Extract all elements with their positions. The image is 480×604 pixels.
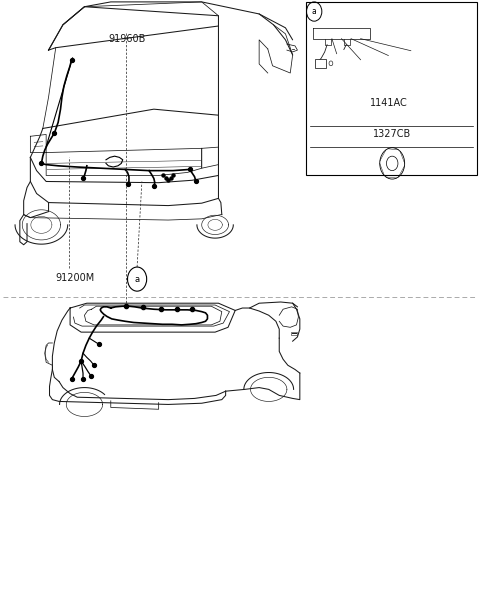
Bar: [306, 2, 477, 175]
Text: a: a: [312, 7, 316, 16]
Text: 1141AC: 1141AC: [370, 98, 407, 108]
Bar: [291, 332, 298, 335]
Text: a: a: [134, 275, 140, 284]
Bar: [315, 59, 325, 68]
Text: 91200M: 91200M: [56, 273, 95, 283]
Text: 91960B: 91960B: [108, 34, 146, 44]
Text: 1327CB: 1327CB: [373, 129, 411, 140]
